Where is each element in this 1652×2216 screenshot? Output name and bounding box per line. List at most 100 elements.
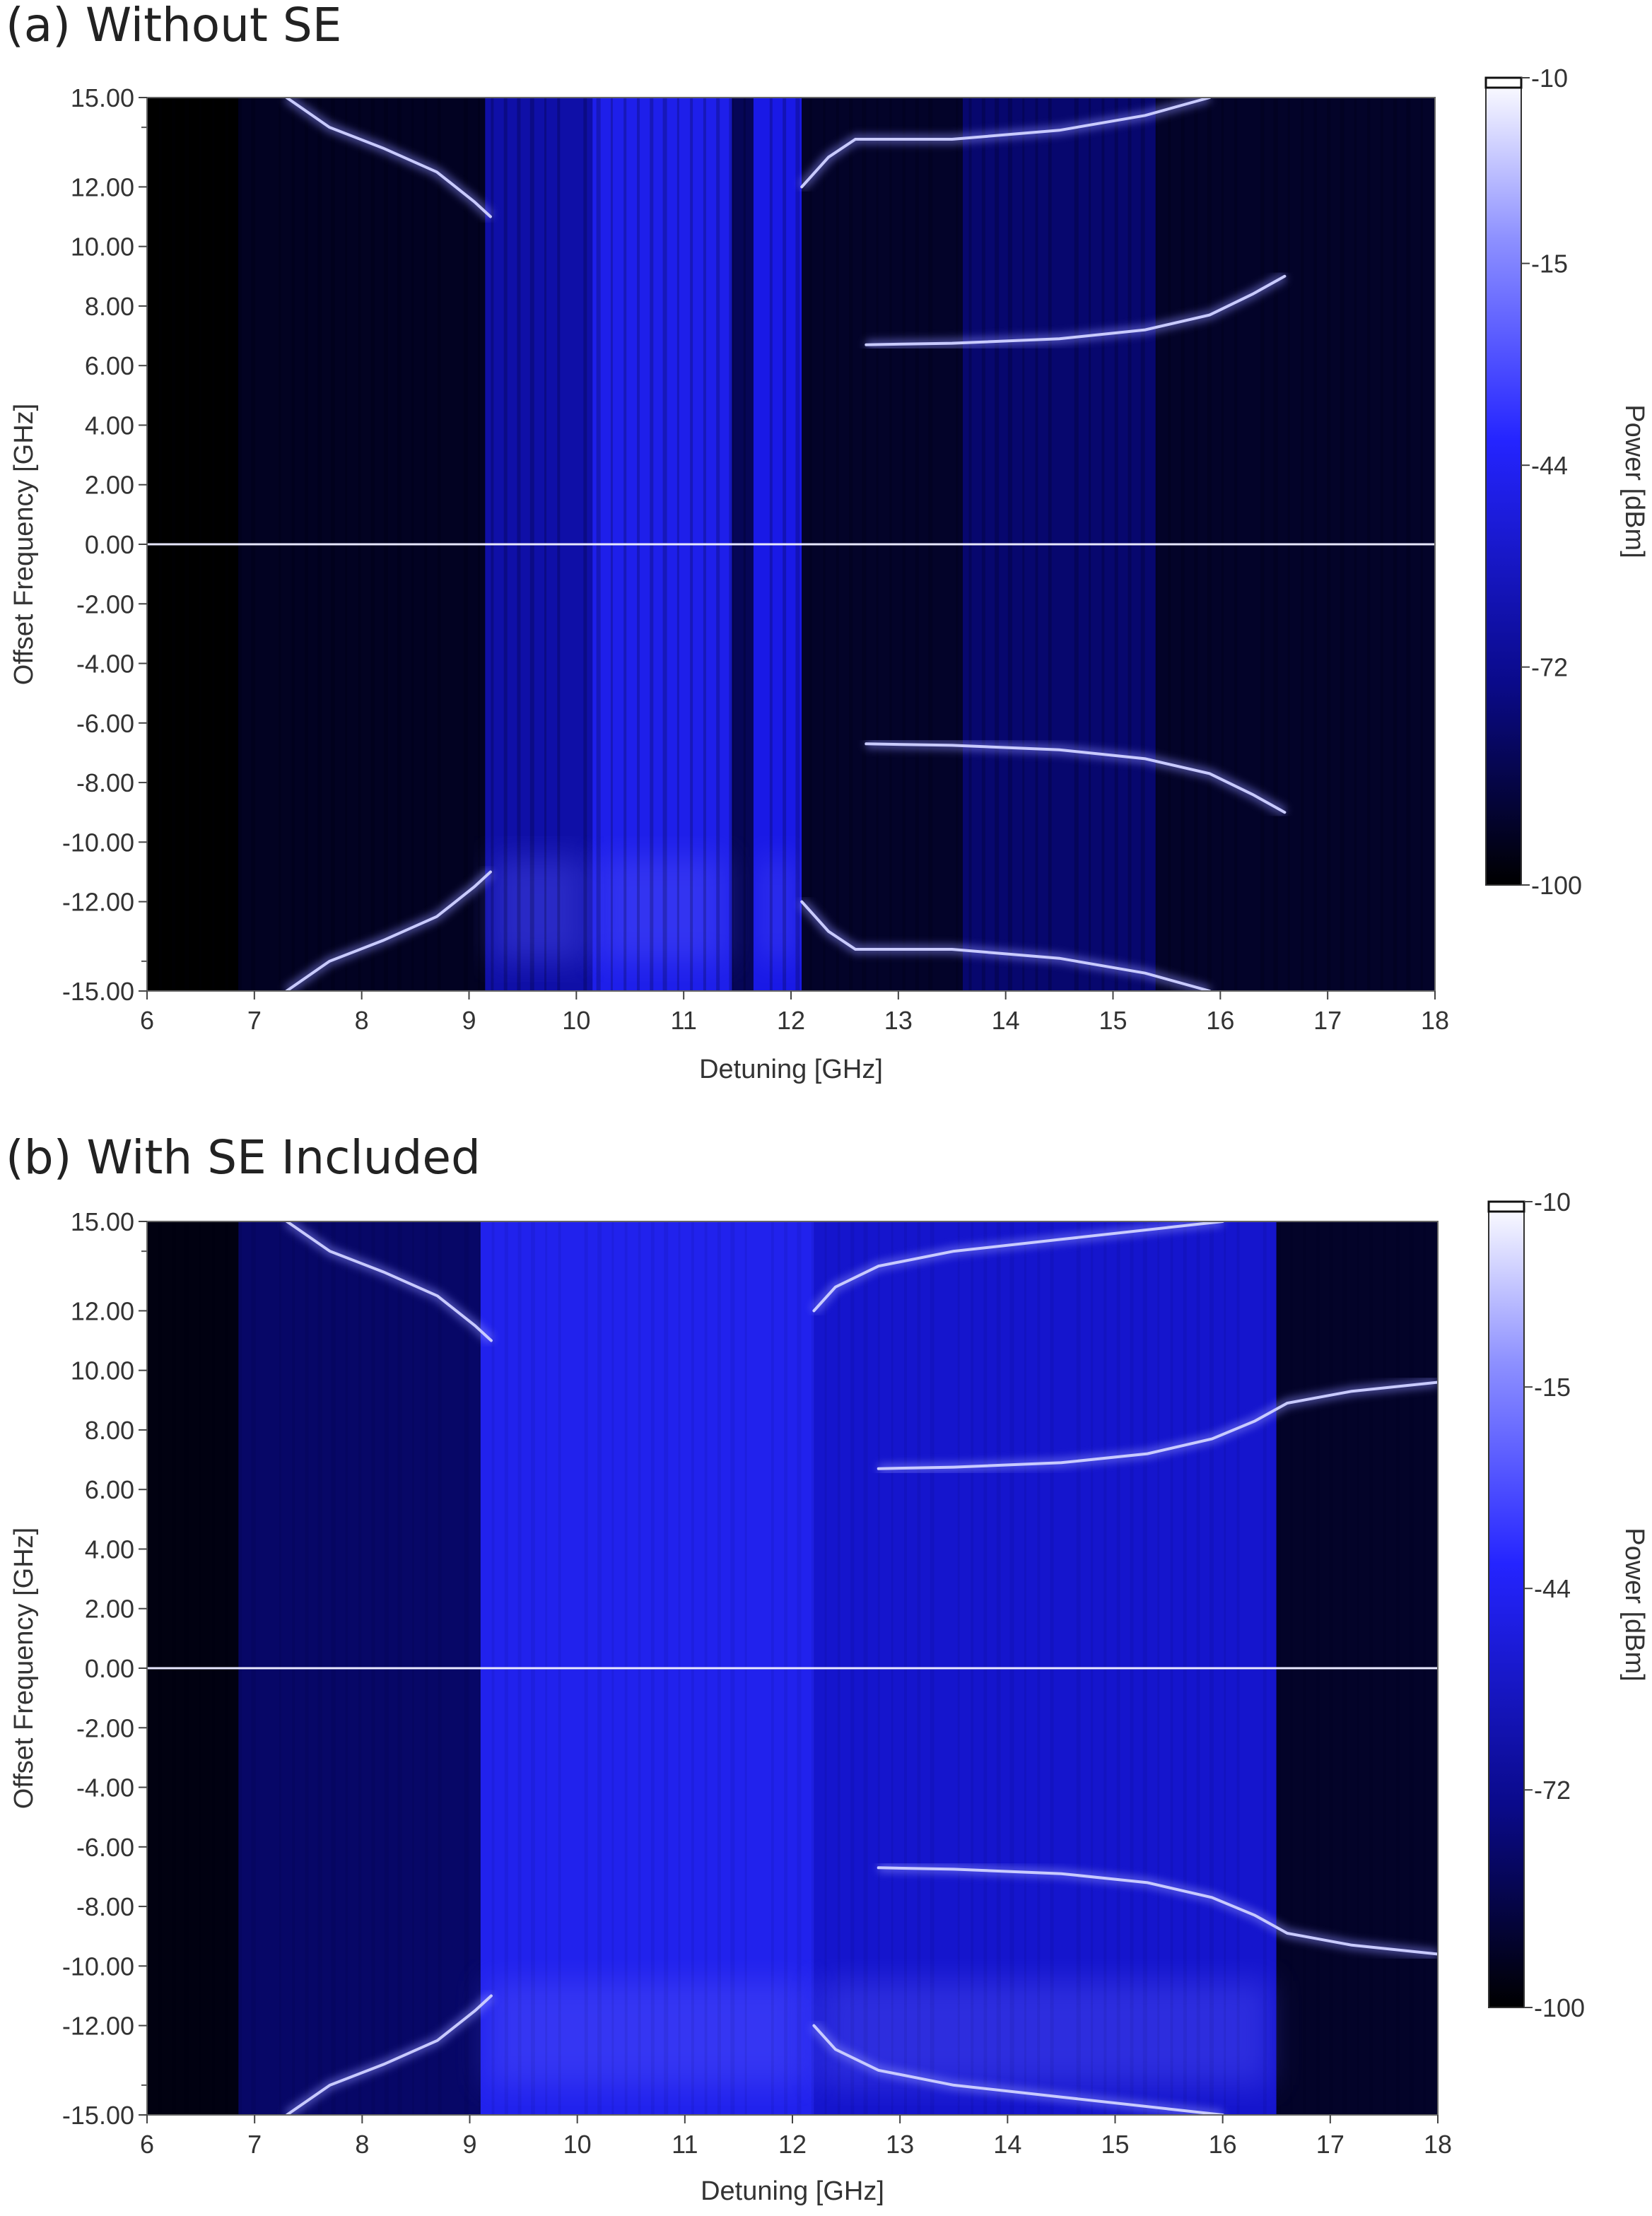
x-tick-label: 7 — [247, 2130, 262, 2159]
colorbar-tick-label: -15 — [1534, 1373, 1571, 1402]
y-tick-label: -12.00 — [62, 888, 134, 917]
panel-b-ridges — [147, 1221, 1438, 2115]
x-tick-label: 12 — [777, 1006, 805, 1035]
colorbar-tick-label: -72 — [1534, 1776, 1571, 1805]
x-tick-label: 15 — [1101, 2130, 1129, 2159]
y-tick-label: 15.00 — [71, 83, 134, 112]
ridge-line — [800, 98, 1212, 189]
y-tick-label: -10.00 — [62, 1952, 134, 1981]
y-tick-label: -8.00 — [76, 768, 134, 797]
panel-b: (b) With SE Included 6 7 8 9 10 11 12 13 14 15 16 1… — [6, 1130, 1649, 2206]
panel-b-title: (b) With SE Included — [6, 1130, 481, 1185]
y-tick-label: 6.00 — [85, 351, 134, 380]
panel-a: (a) Without SE 6 7 8 9 10 11 12 13 14 15 16 17 18 15.… — [6, 0, 1649, 1084]
x-tick-label: 16 — [1206, 1006, 1234, 1035]
x-tick-label: 8 — [355, 2130, 369, 2159]
heatmap-glow — [492, 857, 586, 961]
y-tick-label: 4.00 — [85, 1535, 134, 1564]
ridge-line — [285, 98, 492, 218]
x-tick-label: 18 — [1424, 2130, 1452, 2159]
x-tick-label: 13 — [884, 1006, 913, 1035]
ridge-line — [877, 1866, 1438, 1956]
y-tick-label: -2.00 — [76, 590, 134, 619]
x-tick-label: 6 — [140, 1006, 154, 1035]
y-tick-label: 8.00 — [85, 1416, 134, 1445]
y-tick-label: -4.00 — [76, 1774, 134, 1802]
panel-a-ridges — [147, 98, 1435, 991]
heatmap-glow — [760, 857, 795, 961]
y-tick-label: -8.00 — [76, 1892, 134, 1921]
x-tick-label: 15 — [1099, 1006, 1127, 1035]
y-tick-label: -10.00 — [62, 828, 134, 857]
colorbar-tick-label: -15 — [1531, 250, 1568, 279]
colorbar-tick-label: -100 — [1531, 871, 1582, 900]
x-tick-label: 17 — [1316, 2130, 1345, 2159]
panel-a-colorbar-label: Power [dBm] — [1619, 404, 1649, 558]
panel-a-axes: 6 7 8 9 10 11 12 13 14 15 16 17 18 15.00 12.00 10.00 8.0… — [62, 83, 1449, 1035]
y-tick-label: -4.00 — [76, 650, 134, 679]
colorbar-gradient — [1488, 1201, 1525, 2008]
colorbar-tick-label: -72 — [1531, 653, 1568, 682]
colorbar-tick-label: -44 — [1531, 451, 1568, 480]
x-tick-label: 9 — [462, 1006, 476, 1035]
panel-b-y-axis-label: Offset Frequency [GHz] — [9, 1528, 39, 1809]
ridge-line — [865, 742, 1287, 814]
ridge-line — [877, 1380, 1438, 1470]
colorbar-tick-label: -10 — [1531, 64, 1568, 93]
y-tick-label: -2.00 — [76, 1713, 134, 1742]
colorbar-cap — [1487, 1200, 1525, 1213]
y-tick-label: -15.00 — [62, 977, 134, 1006]
x-tick-label: 10 — [563, 2130, 592, 2159]
x-tick-label: 12 — [778, 2130, 807, 2159]
colorbar-gradient — [1485, 77, 1522, 886]
panel-a-title: (a) Without SE — [6, 0, 341, 52]
panel-a-colorbar: -10 -15 -44 -72 -100 — [1484, 64, 1582, 900]
colorbar-cap — [1484, 76, 1523, 89]
y-tick-label: -15.00 — [62, 2101, 134, 2130]
panel-a-x-axis-label: Detuning [GHz] — [699, 1055, 883, 1084]
y-tick-label: 2.00 — [85, 471, 134, 500]
panel-b-x-axis-label: Detuning [GHz] — [701, 2176, 884, 2206]
heatmap-glow — [487, 1981, 807, 2085]
ridge-line — [285, 870, 492, 991]
x-tick-label: 10 — [562, 1006, 590, 1035]
y-tick-label: 10.00 — [71, 1356, 134, 1385]
y-tick-label: 2.00 — [85, 1595, 134, 1624]
x-tick-label: 9 — [462, 2130, 476, 2159]
panel-b-colorbar: -10 -15 -44 -72 -100 — [1487, 1188, 1585, 2022]
y-tick-label: 15.00 — [71, 1207, 134, 1236]
x-tick-label: 8 — [355, 1006, 369, 1035]
y-tick-label: 10.00 — [71, 233, 134, 262]
x-tick-label: 6 — [140, 2130, 154, 2159]
x-tick-label: 13 — [886, 2130, 914, 2159]
ridge-line — [865, 274, 1287, 346]
y-tick-label: 4.00 — [85, 411, 134, 440]
ridge-line — [285, 1221, 493, 1342]
x-tick-label: 17 — [1313, 1006, 1342, 1035]
y-tick-label: -6.00 — [76, 1833, 134, 1862]
x-tick-label: 16 — [1209, 2130, 1237, 2159]
x-tick-label: 14 — [992, 1006, 1020, 1035]
x-tick-label: 11 — [672, 2130, 698, 2159]
colorbar-tick-label: -44 — [1534, 1574, 1571, 1603]
y-tick-label: 6.00 — [85, 1475, 134, 1504]
x-tick-label: 14 — [993, 2130, 1021, 2159]
y-tick-label: 0.00 — [85, 530, 134, 559]
y-tick-label: 12.00 — [71, 172, 134, 201]
y-tick-label: -12.00 — [62, 2012, 134, 2041]
colorbar-tick-label: -10 — [1534, 1188, 1571, 1217]
x-tick-label: 18 — [1421, 1006, 1449, 1035]
ridge-line — [812, 1221, 1224, 1313]
colorbar-tick-label: -100 — [1534, 1993, 1585, 2022]
x-tick-label: 11 — [670, 1006, 696, 1035]
heatmap-glow — [599, 857, 725, 961]
x-tick-label: 7 — [247, 1006, 262, 1035]
panel-a-y-axis-label: Offset Frequency [GHz] — [9, 404, 39, 685]
ridge-line — [285, 1994, 493, 2115]
y-tick-label: 0.00 — [85, 1654, 134, 1683]
panel-b-colorbar-label: Power [dBm] — [1619, 1528, 1649, 1682]
heatmap-glow — [821, 1981, 1270, 2085]
ridge-line — [800, 900, 1212, 991]
